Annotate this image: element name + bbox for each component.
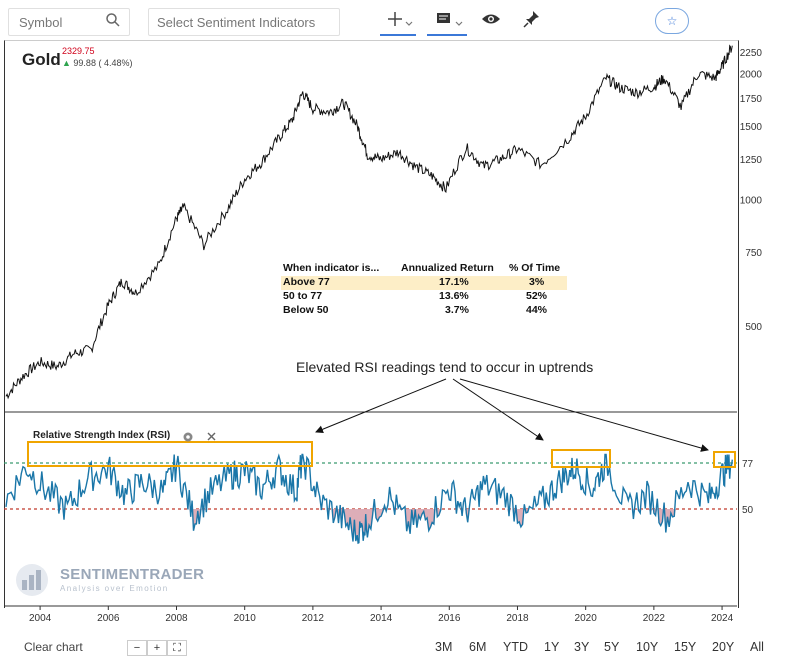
logo-tagline: Analysis over Emotion — [60, 584, 169, 593]
stats-header-row: When indicator is... Annualized Return %… — [281, 262, 567, 276]
pin-icon — [523, 11, 539, 28]
x-tick-label: 2024 — [711, 613, 734, 624]
range-15y-button[interactable]: 15Y — [674, 640, 697, 654]
stats-cell-condition: Below 50 — [283, 304, 329, 316]
price-tick-label: 1250 — [740, 155, 763, 166]
x-tick-label: 2016 — [438, 613, 461, 624]
symbol-title: Gold — [22, 50, 61, 69]
logo-name: SENTIMENTRADER — [60, 566, 205, 583]
price-tick-label: 1000 — [740, 196, 763, 207]
stats-cell-time: 52% — [526, 290, 548, 302]
rsi-low-fill — [6, 509, 733, 544]
stats-cell-condition: Above 77 — [283, 276, 330, 288]
stats-cell-time: 44% — [526, 304, 548, 316]
favorite-button[interactable]: ☆ — [655, 8, 689, 34]
zoom-in-button[interactable]: + — [147, 640, 167, 656]
annotation-tool-button[interactable] — [427, 6, 467, 36]
visibility-button[interactable] — [479, 6, 503, 34]
stats-header-return: Annualized Return — [401, 262, 494, 274]
stats-header-time: % Of Time — [509, 262, 561, 274]
zoom-out-button[interactable]: − — [127, 640, 147, 656]
eye-icon — [482, 14, 500, 24]
crosshair-tool-button[interactable] — [380, 6, 416, 36]
price-change: ▲ 99.88 ( 4.48%) — [62, 58, 132, 68]
range-6m-button[interactable]: 6M — [469, 640, 487, 654]
stats-cell-return: 13.6% — [439, 290, 469, 302]
rsi-line — [5, 453, 733, 545]
annotation-arrow-2 — [452, 378, 544, 441]
rsi-tick-label: 50 — [742, 505, 754, 516]
stats-cell-time: 3% — [529, 276, 545, 288]
crosshair-icon — [388, 12, 413, 26]
price-tick-label: 2000 — [740, 69, 763, 80]
x-tick-label: 2008 — [165, 613, 188, 624]
stats-row: Above 77 17.1% 3% — [281, 276, 567, 290]
x-tick-label: 2014 — [370, 613, 393, 624]
x-tick-label: 2006 — [97, 613, 120, 624]
annotation-text: Elevated RSI readings tend to occur in u… — [296, 359, 594, 375]
range-3m-button[interactable]: 3M — [435, 640, 453, 654]
sentiment-placeholder: Select Sentiment Indicators — [157, 15, 316, 30]
pin-button[interactable] — [520, 6, 544, 34]
price-tick-label: 500 — [745, 322, 762, 333]
range-20y-button[interactable]: 20Y — [712, 640, 735, 654]
price-tick-label: 750 — [745, 248, 762, 259]
x-tick-label: 2020 — [575, 613, 598, 624]
range-ytd-button[interactable]: YTD — [503, 640, 528, 654]
chart-area[interactable] — [4, 40, 739, 608]
comment-icon — [437, 13, 463, 26]
x-tick-label: 2010 — [234, 613, 257, 624]
sentimentrader-logo-icon — [16, 564, 48, 596]
sentiment-indicator-select[interactable]: Select Sentiment Indicators — [148, 8, 340, 36]
stats-header-condition: When indicator is... — [283, 262, 380, 274]
price-axis: 2250 2000 1750 1500 1250 1000 750 500 — [740, 48, 763, 333]
price-change-value: 99.88 ( 4.48%) — [73, 58, 133, 68]
highlight-box-2024 — [713, 451, 736, 468]
last-price: 2329.75 — [62, 46, 95, 56]
x-tick-label: 2018 — [506, 613, 529, 624]
price-tick-label: 2250 — [740, 48, 763, 59]
fit-screen-button[interactable]: ⛶ — [167, 640, 187, 656]
highlight-box-2019-2020 — [551, 449, 611, 468]
price-tick-label: 1750 — [740, 94, 763, 105]
range-3y-button[interactable]: 3Y — [574, 640, 590, 654]
x-tick-label: 2012 — [302, 613, 325, 624]
clear-chart-button[interactable]: Clear chart — [24, 640, 83, 654]
x-tick-label: 2022 — [643, 613, 666, 624]
rsi-axis: 77 50 — [742, 459, 754, 516]
toolbar: Symbol Select Sentiment Indicators ☆ — [0, 0, 789, 40]
range-5y-button[interactable]: 5Y — [604, 640, 620, 654]
gear-icon[interactable] — [183, 432, 193, 442]
range-1y-button[interactable]: 1Y — [544, 640, 560, 654]
x-tick-label: 2004 — [29, 613, 52, 624]
up-arrow-icon: ▲ — [62, 58, 74, 68]
symbol-placeholder: Symbol — [19, 15, 63, 30]
rsi-panel-title: Relative Strength Index (RSI) — [33, 430, 171, 441]
stats-row: Below 50 3.7% 44% — [281, 304, 567, 318]
symbol-search-input[interactable]: Symbol — [8, 8, 130, 36]
bottom-bar: Clear chart − + ⛶ 3M 6M YTD 1Y 3Y 5Y 10Y… — [0, 630, 789, 669]
price-tick-label: 1500 — [740, 122, 763, 133]
rsi-tick-label: 77 — [742, 459, 754, 470]
stats-cell-return: 17.1% — [439, 276, 469, 288]
range-10y-button[interactable]: 10Y — [636, 640, 659, 654]
highlight-box-2004-2012 — [27, 441, 313, 467]
price-line — [5, 44, 733, 400]
stats-cell-return: 3.7% — [445, 304, 469, 316]
close-icon[interactable] — [207, 432, 216, 441]
range-all-button[interactable]: All — [750, 640, 764, 654]
search-icon[interactable] — [105, 12, 121, 33]
stats-cell-condition: 50 to 77 — [283, 290, 323, 302]
stats-row: 50 to 77 13.6% 52% — [281, 290, 567, 304]
annotation-arrow-1 — [315, 378, 447, 434]
x-axis: 2004 2006 2008 2010 2012 2014 2016 2018 2020 2022… — [29, 606, 734, 624]
annotation-arrow-3 — [459, 378, 709, 452]
